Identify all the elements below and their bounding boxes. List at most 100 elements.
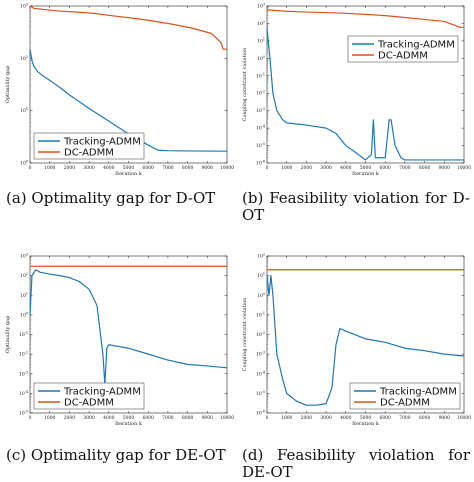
legend-box [347,35,459,63]
y-tick-label: 10-2 [256,331,265,338]
x-tick-label: 2000 [301,165,313,171]
legend-entry: Tracking-ADMM [63,137,141,148]
legend-entry: DC-ADMM [380,398,430,409]
y-tick-label: 101 [20,107,28,114]
caption-d: (d) Feasibility violation for DE-OT [242,446,470,481]
x-tick-label: 1000 [281,415,293,421]
x-tick-label: 9000 [439,165,451,171]
series-line-dc-admm [29,5,227,50]
caption-a: (a) Optimality gap for D-OT [6,189,216,207]
y-axis-label: Coupling constraint violation [242,47,248,121]
x-tick-label: 4000 [103,165,115,171]
y-tick-label: 102 [20,55,28,62]
y-tick-label: 10-6 [256,410,265,417]
x-tick-label: 4000 [103,415,115,421]
x-tick-label: 1000 [44,165,56,171]
x-tick-label: 3000 [83,415,95,421]
x-tick-label: 7000 [162,415,174,421]
y-tick-label: 10-5 [19,410,28,417]
y-tick-label: 10-4 [256,125,265,132]
legend-box [33,382,145,410]
chart-panel-b: 0 1000 2000 3000 4000 5000 6000 7000 8000 9000 100… [237,0,474,180]
x-tick-label: 9000 [202,415,214,421]
plot-area [266,5,465,164]
y-tick-label: 10-3 [19,370,28,377]
y-axis-label: Optimality gap [5,316,11,354]
x-tick-label: 6000 [379,165,391,171]
caption-c: (c) Optimality gap for DE-OT [6,446,226,464]
y-tick-label: 10-2 [19,351,28,358]
series-line-dc-admm [266,9,464,28]
y-tick-label: 102 [257,20,265,27]
caption-b: (b) Feasibility violation for D-OT [242,189,470,224]
legend-box [33,132,145,160]
series-line-tracking-admm [266,275,465,406]
chart-c-svg: 0 1000 2000 3000 4000 5000 6000 7000 8000 9000 100… [5,253,234,428]
x-tick-label: 5000 [123,165,135,171]
x-tick-label: 7000 [399,165,411,171]
x-tick-label: 7000 [162,165,174,171]
y-tick-label: 10-3 [256,351,265,358]
y-axis-label: Coupling constraint violation [242,297,248,371]
legend-entry: Tracking-ADMM [63,387,141,398]
series-line-tracking-admm [266,28,464,161]
x-tick-label: 8000 [182,165,194,171]
y-tick-label: 10-6 [256,160,265,167]
x-axis-label: Iteration k [115,421,143,427]
x-tick-label: 3000 [320,415,332,421]
x-tick-label: 4000 [340,165,352,171]
y-tick-label: 100 [20,311,28,318]
y-tick-label: 10-4 [19,390,28,397]
x-tick-label: 5000 [123,415,135,421]
y-tick-label: 10-5 [256,142,265,149]
x-tick-label: 5000 [360,165,372,171]
x-tick-label: 3000 [320,165,332,171]
x-tick-label: 9000 [202,165,214,171]
y-tick-label: 103 [20,253,28,260]
y-tick-label: 10-4 [256,370,265,377]
x-tick-label: 10000 [457,165,471,171]
chart-panel-d: 0 1000 2000 3000 4000 5000 6000 7000 8000 9000 100… [237,250,474,430]
y-tick-label: 100 [257,292,265,299]
x-tick-label: 7000 [399,415,411,421]
legend-entry: DC-ADMM [64,398,114,409]
y-tick-label: 101 [257,37,265,44]
x-axis-label: Iteration k [352,421,380,427]
y-tick-label: 10-5 [256,390,265,397]
x-tick-label: 10000 [220,415,234,421]
chart-a-svg: 0 1000 2000 3000 4000 5000 6000 7000 8000 9000 100… [5,3,234,178]
y-tick-label: 10-3 [256,107,265,114]
x-tick-label: 0 [29,165,32,171]
legend-entry: DC-ADMM [64,148,114,159]
x-tick-label: 0 [266,165,269,171]
x-tick-label: 2000 [301,415,313,421]
y-tick-label: 10-1 [19,331,28,338]
x-tick-label: 4000 [340,415,352,421]
x-tick-label: 8000 [182,415,194,421]
series-line-tracking-admm [29,269,228,385]
y-tick-label: 100 [20,160,28,167]
series-line-tracking-admm [29,49,228,152]
legend-entry: DC-ADMM [378,51,428,62]
x-axis-label: Iteration k [352,171,380,177]
x-tick-label: 0 [266,415,269,421]
y-axis-label: Optimality gap [5,66,11,104]
y-tick-label: 100 [257,55,265,62]
chart-panel-a: 0 1000 2000 3000 4000 5000 6000 7000 8000 9000 100… [0,0,237,180]
chart-panel-c: 0 1000 2000 3000 4000 5000 6000 7000 8000 9000 100… [0,250,237,430]
x-tick-label: 1000 [281,165,293,171]
y-tick-label: 102 [20,272,28,279]
legend-entry: Tracking-ADMM [377,40,455,51]
x-tick-label: 6000 [379,415,391,421]
x-tick-label: 0 [29,415,32,421]
x-tick-label: 2000 [64,415,76,421]
y-tick-label: 101 [20,292,28,299]
chart-b-svg: 0 1000 2000 3000 4000 5000 6000 7000 8000 9000 100… [242,3,471,178]
x-tick-label: 10000 [220,165,234,171]
chart-d-svg: 0 1000 2000 3000 4000 5000 6000 7000 8000 9000 100… [242,253,471,428]
y-tick-label: 103 [20,3,28,10]
x-tick-label: 1000 [44,415,56,421]
x-tick-label: 6000 [142,415,154,421]
x-tick-label: 8000 [419,415,431,421]
legend-entry: Tracking-ADMM [379,387,457,398]
